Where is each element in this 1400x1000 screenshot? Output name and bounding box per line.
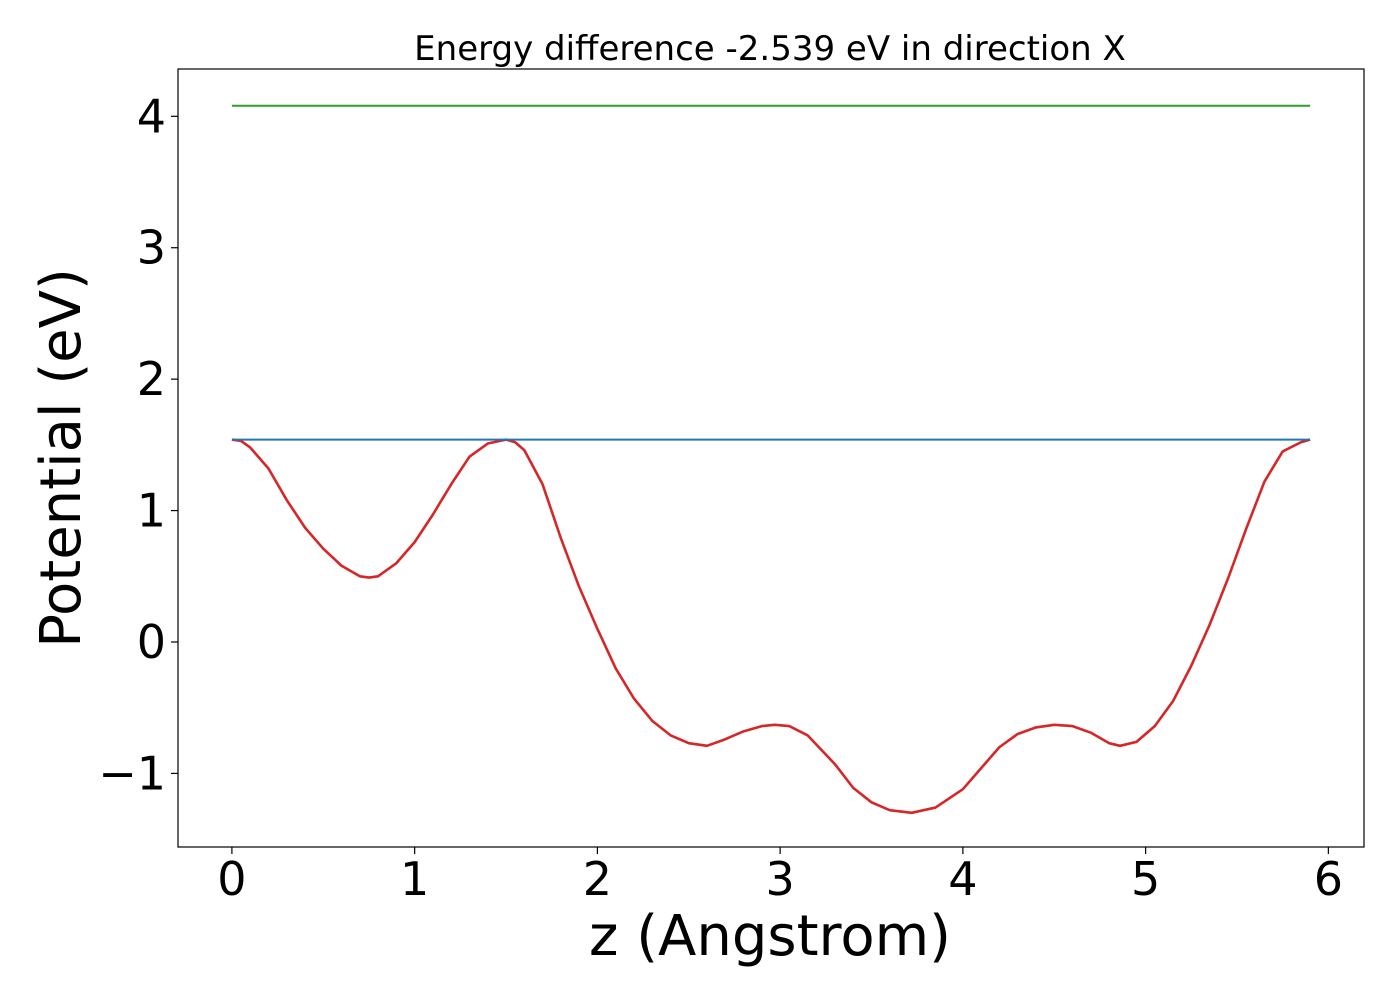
axes-frame [177, 68, 1365, 848]
x-axis-label: z (Angstrom) [589, 904, 951, 969]
x-tick-label: 2 [583, 852, 612, 906]
series-line-0 [231, 438, 1311, 815]
y-tick-label: −1 [98, 746, 166, 800]
y-tick-label: 1 [137, 484, 166, 538]
x-tick-label: 4 [948, 852, 977, 906]
x-tick-label: 1 [400, 852, 429, 906]
x-tick-label: 3 [765, 852, 794, 906]
y-tick-label: 4 [137, 89, 166, 143]
chart-title: Energy difference -2.539 eV in direction… [414, 29, 1126, 69]
x-tick-label: 6 [1314, 852, 1343, 906]
plot-area [231, 104, 1311, 815]
y-tick-label: 3 [137, 221, 166, 275]
x-axis: 0 1 2 3 4 5 6 [217, 847, 1343, 906]
x-tick-label: 5 [1131, 852, 1160, 906]
y-tick-label: 2 [137, 352, 166, 406]
x-tick-label: 0 [217, 852, 246, 906]
y-axis-label: Potential (eV) [29, 268, 94, 648]
y-axis: −1 0 1 2 3 4 [98, 89, 178, 800]
y-tick-label: 0 [137, 615, 166, 669]
